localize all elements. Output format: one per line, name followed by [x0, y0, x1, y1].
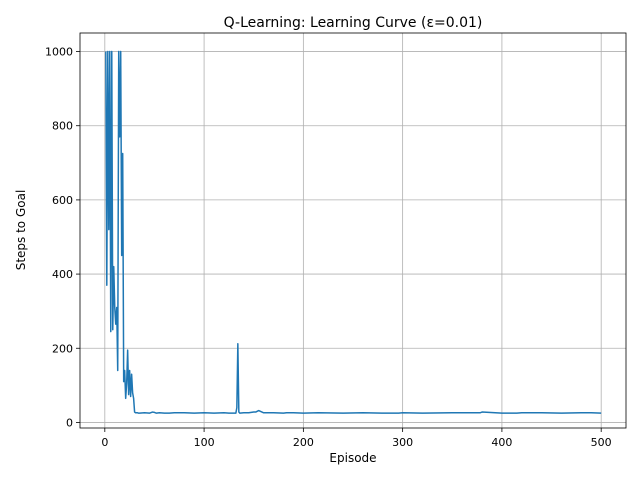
y-axis-label: Steps to Goal — [14, 190, 28, 271]
grid — [80, 33, 626, 428]
y-tick-label: 1000 — [45, 46, 73, 59]
x-tick-label: 100 — [194, 436, 215, 449]
x-tick-label: 500 — [591, 436, 612, 449]
y-axis-ticks: 0 200 400 600 800 1000 — [45, 46, 80, 429]
x-axis-label: Episode — [329, 451, 376, 465]
y-tick-label: 800 — [52, 120, 73, 133]
chart-title: Q-Learning: Learning Curve (ε=0.01) — [224, 15, 483, 31]
plot-frame — [79, 32, 627, 429]
y-tick-label: 400 — [52, 268, 73, 281]
x-tick-label: 200 — [293, 436, 314, 449]
x-tick-label: 300 — [392, 436, 413, 449]
series-line — [105, 50, 602, 414]
x-tick-label: 0 — [101, 436, 108, 449]
x-tick-label: 400 — [491, 436, 512, 449]
x-axis-ticks: 0 100 200 300 400 500 — [101, 428, 612, 449]
y-tick-label: 200 — [52, 342, 73, 355]
y-tick-label: 0 — [66, 416, 73, 429]
y-tick-label: 600 — [52, 194, 73, 207]
